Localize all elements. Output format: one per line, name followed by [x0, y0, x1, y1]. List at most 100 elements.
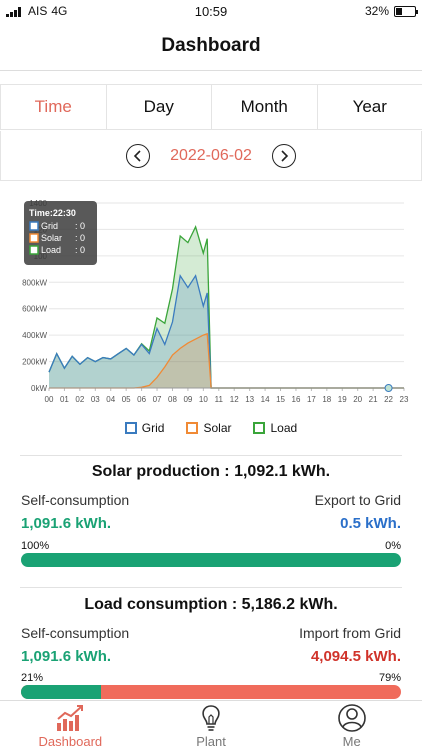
load-self-consumption-value: 1,091.6 kWh.	[21, 648, 112, 665]
tab-time[interactable]: Time	[0, 84, 107, 130]
x-tick-label: 18	[322, 395, 331, 404]
solar-pct-row: 100% 0%	[21, 540, 401, 552]
nav-me[interactable]: Me	[281, 701, 422, 750]
series-area-load	[49, 226, 404, 388]
x-tick-label: 10	[199, 395, 208, 404]
x-tick-label: 15	[276, 395, 285, 404]
nav-dashboard[interactable]: Dashboard	[0, 701, 141, 750]
status-time: 10:59	[194, 4, 228, 19]
y-tick-label: 600kW	[22, 305, 47, 314]
tab-month[interactable]: Month	[211, 84, 318, 130]
date-selector: 2022-06-02	[0, 131, 422, 181]
x-tick-label: 01	[60, 395, 69, 404]
legend-grid-label: Grid	[141, 421, 165, 435]
y-tick-label: 800kW	[22, 278, 47, 287]
solar-swatch-icon	[186, 422, 199, 434]
load-self-segment	[21, 685, 101, 699]
chart-legend: Grid Solar Load	[0, 421, 422, 435]
x-tick-label: 06	[137, 395, 146, 404]
tooltip-title: Time:22:30	[29, 208, 76, 218]
x-tick-label: 04	[106, 395, 115, 404]
tooltip-swatch-icon	[29, 233, 39, 243]
highlight-point	[384, 384, 393, 392]
x-tick-label: 17	[307, 395, 316, 404]
load-self-pct: 21%	[21, 672, 44, 684]
solar-labels-row: Self-consumption Export to Grid	[21, 492, 401, 508]
import-from-grid-label: Import from Grid	[299, 625, 401, 641]
x-tick-label: 21	[369, 395, 378, 404]
chart-icon	[57, 705, 84, 731]
x-tick-label: 13	[245, 395, 254, 404]
period-tabs: Time Day Month Year	[0, 84, 422, 130]
load-self-consumption-label: Self-consumption	[21, 625, 130, 641]
grid-swatch-icon	[124, 422, 137, 434]
date-value[interactable]: 2022-06-02	[170, 146, 252, 164]
x-tick-label: 00	[45, 395, 54, 404]
nav-me-label: Me	[342, 734, 361, 749]
power-chart-svg: 0kW200kW400kW600kW800kW10012014000001020…	[22, 199, 409, 404]
x-tick-label: 08	[168, 395, 177, 404]
y-tick-label: 0kW	[31, 384, 47, 393]
solar-self-consumption-label: Self-consumption	[21, 492, 130, 508]
legend-solar[interactable]: Solar	[186, 421, 231, 435]
app-header: Dashboard	[0, 22, 422, 71]
export-to-grid-label: Export to Grid	[314, 492, 401, 508]
legend-grid[interactable]: Grid	[124, 421, 165, 435]
tooltip-row-value: : 0	[75, 245, 85, 255]
legend-load-label: Load	[270, 421, 298, 435]
load-values-row: 1,091.6 kWh. 4,094.5 kWh.	[21, 648, 401, 665]
y-tick-label: 400kW	[22, 331, 47, 340]
export-to-grid-value: 0.5 kWh.	[340, 515, 401, 532]
x-tick-label: 05	[122, 395, 131, 404]
load-consumption-title: Load consumption : 5,186.2 kWh.	[84, 596, 338, 613]
tooltip-row-name: Load	[41, 245, 61, 255]
bottom-nav: Dashboard Plant Me	[0, 700, 422, 750]
bulb-icon	[202, 705, 220, 731]
chevron-right-icon	[281, 149, 289, 162]
load-labels-row: Self-consumption Import from Grid	[21, 625, 401, 641]
network-label: 4G	[51, 4, 68, 18]
tooltip-swatch-icon	[29, 245, 39, 255]
y-tick-label: 200kW	[22, 358, 47, 367]
page-title: Dashboard	[161, 35, 261, 56]
divider	[20, 455, 402, 456]
x-tick-label: 19	[338, 395, 347, 404]
tab-year[interactable]: Year	[316, 84, 422, 130]
next-date-button[interactable]	[271, 143, 296, 168]
solar-export-pct: 0%	[385, 540, 401, 552]
x-tick-label: 22	[384, 395, 393, 404]
solar-progress-bar	[21, 553, 401, 567]
user-icon	[337, 704, 366, 732]
carrier-label: AIS	[28, 4, 48, 18]
legend-load[interactable]: Load	[253, 421, 297, 435]
import-from-grid-value: 4,094.5 kWh.	[310, 648, 401, 665]
chevron-left-icon	[133, 149, 141, 162]
nav-plant[interactable]: Plant	[141, 701, 282, 750]
tab-day[interactable]: Day	[105, 84, 212, 130]
legend-solar-label: Solar	[203, 421, 232, 435]
tooltip-row-name: Solar	[41, 233, 62, 243]
status-left: AIS 4G	[6, 4, 67, 18]
x-tick-label: 07	[153, 395, 162, 404]
x-tick-label: 23	[400, 395, 409, 404]
load-pct-row: 21% 79%	[21, 672, 401, 684]
nav-plant-label: Plant	[196, 734, 226, 749]
solar-production-title: Solar production : 1,092.1 kWh.	[91, 463, 331, 480]
x-tick-label: 03	[91, 395, 100, 404]
solar-self-segment	[21, 553, 401, 567]
battery-percent: 32%	[364, 4, 389, 18]
load-swatch-icon	[253, 422, 266, 434]
status-bar: AIS 4G 10:59 32%	[0, 0, 422, 22]
status-right: 32%	[364, 4, 418, 18]
tooltip-row-value: : 0	[75, 233, 85, 243]
x-tick-label: 20	[353, 395, 362, 404]
prev-date-button[interactable]	[126, 143, 151, 168]
nav-dashboard-label: Dashboard	[38, 734, 103, 749]
x-tick-label: 11	[215, 395, 224, 404]
load-progress-bar	[21, 685, 401, 699]
solar-values-row: 1,091.6 kWh. 0.5 kWh.	[21, 515, 401, 532]
chart-tooltip: Time:22:30 Grid: 0 Solar: 0 Load: 0	[24, 201, 97, 265]
solar-self-pct: 100%	[21, 540, 50, 552]
power-chart[interactable]: 0kW200kW400kW600kW800kW10012014000001020…	[0, 195, 422, 445]
signal-icon	[6, 6, 21, 17]
